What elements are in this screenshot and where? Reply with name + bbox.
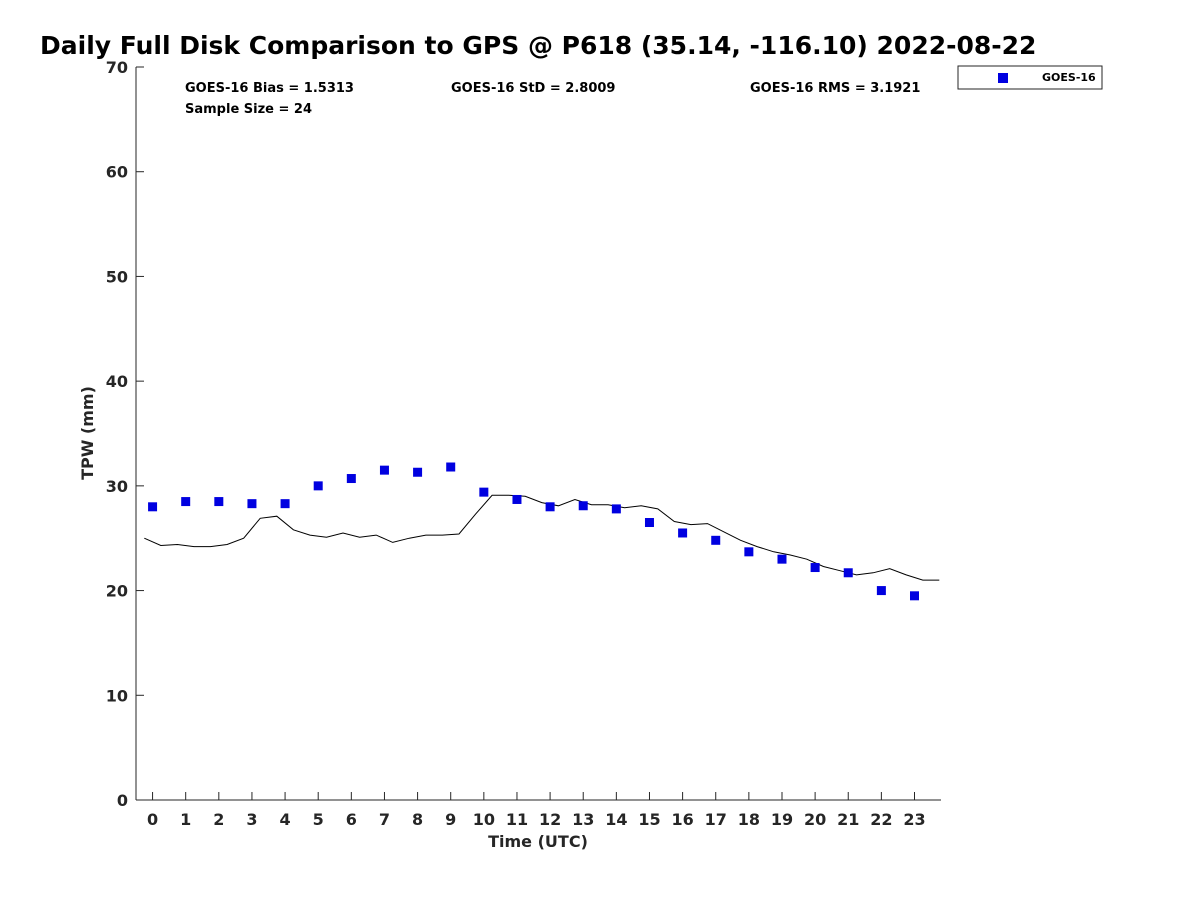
- x-tick-label: 3: [246, 810, 257, 829]
- x-tick-label: 17: [705, 810, 727, 829]
- goes-16-point: [744, 547, 754, 557]
- x-tick-label: 7: [379, 810, 390, 829]
- goes-16-point: [678, 528, 688, 538]
- goes-16-point: [843, 568, 853, 578]
- x-tick-label: 21: [837, 810, 859, 829]
- goes-16-point: [313, 481, 323, 491]
- x-tick-label: 6: [346, 810, 357, 829]
- gps-tpw-line: [144, 494, 940, 581]
- legend-marker-goes-16: [998, 73, 1008, 83]
- goes-16-point: [644, 518, 654, 528]
- x-tick-label: 22: [870, 810, 892, 829]
- chart-title: Daily Full Disk Comparison to GPS @ P618…: [40, 31, 1036, 60]
- x-tick-label: 8: [412, 810, 423, 829]
- goes-16-point: [181, 497, 191, 507]
- goes-16-point: [479, 487, 489, 497]
- bias-stat: GOES-16 Bias = 1.5313: [185, 81, 354, 96]
- x-tick-label: 18: [738, 810, 760, 829]
- y-tick-label: 50: [106, 267, 128, 286]
- goes-16-point: [214, 497, 224, 507]
- x-tick-label: 20: [804, 810, 826, 829]
- y-tick-label: 40: [106, 372, 128, 391]
- y-tick-label: 70: [106, 58, 128, 77]
- x-tick-label: 14: [605, 810, 627, 829]
- goes-16-point: [512, 494, 522, 504]
- rms-stat: GOES-16 RMS = 3.1921: [750, 81, 920, 96]
- goes-16-point: [876, 586, 886, 596]
- y-tick-label: 20: [106, 582, 128, 601]
- x-tick-label: 5: [313, 810, 324, 829]
- goes-16-point: [810, 563, 820, 573]
- x-tick-label: 9: [445, 810, 456, 829]
- goes-16-point: [545, 502, 555, 512]
- y-tick-label: 30: [106, 477, 128, 496]
- legend-box: [957, 65, 1103, 90]
- y-tick-label: 10: [106, 686, 128, 705]
- x-tick-label: 13: [572, 810, 594, 829]
- goes-16-point: [148, 502, 158, 512]
- y-ticks: 0 10 20 30 40 50 60 70: [106, 58, 144, 810]
- goes-16-point: [909, 591, 919, 601]
- goes-16-point: [611, 504, 621, 514]
- goes-16-point: [280, 499, 290, 509]
- goes-16-point: [413, 467, 423, 477]
- goes-16-point: [446, 462, 456, 472]
- goes-16-point: [711, 535, 721, 545]
- goes-16-point: [777, 554, 787, 564]
- goes-16-point: [379, 465, 389, 475]
- sample-size-stat: Sample Size = 24: [185, 102, 312, 117]
- goes-16-point: [578, 501, 588, 511]
- legend: GOES-16: [957, 65, 1103, 90]
- goes-16-point: [346, 474, 356, 484]
- goes-16-point: [247, 499, 257, 509]
- x-tick-label: 12: [539, 810, 561, 829]
- y-tick-label: 0: [117, 791, 128, 810]
- x-ticks: 0 1 2 3 4 5 6 7 8 9 10 11 12 13 14 15 16 17 18 19 20 21 22 23: [147, 792, 926, 829]
- x-tick-label: 23: [903, 810, 925, 829]
- std-stat: GOES-16 StD = 2.8009: [451, 81, 615, 96]
- y-tick-label: 60: [106, 163, 128, 182]
- x-tick-label: 0: [147, 810, 158, 829]
- plot-series: [144, 462, 940, 601]
- x-tick-label: 1: [180, 810, 191, 829]
- x-tick-label: 15: [638, 810, 660, 829]
- x-tick-label: 19: [771, 810, 793, 829]
- x-tick-label: 10: [473, 810, 495, 829]
- x-tick-label: 4: [280, 810, 291, 829]
- x-tick-label: 11: [506, 810, 528, 829]
- legend-label-goes-16: GOES-16: [1042, 71, 1096, 84]
- x-axis-label: Time (UTC): [488, 832, 588, 851]
- y-axis-label: TPW (mm): [78, 386, 97, 480]
- x-tick-label: 2: [213, 810, 224, 829]
- x-tick-label: 16: [671, 810, 693, 829]
